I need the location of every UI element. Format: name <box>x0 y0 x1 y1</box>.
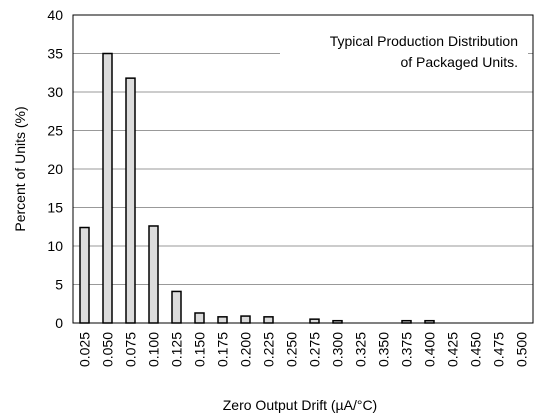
x-tick-label: 0.425 <box>445 332 461 367</box>
y-tick-label: 0 <box>55 315 63 331</box>
bar <box>240 315 251 324</box>
bar <box>171 290 182 324</box>
plot-frame <box>72 14 534 324</box>
y-axis-label: Percent of Units (%) <box>12 106 28 231</box>
x-tick-label: 0.325 <box>353 332 369 367</box>
x-tick-label: 0.400 <box>422 332 438 367</box>
bar <box>217 316 228 324</box>
y-tick-label: 40 <box>47 7 63 23</box>
x-tick-label: 0.450 <box>468 332 484 367</box>
x-tick-label: 0.025 <box>77 332 93 367</box>
bar <box>148 225 159 324</box>
annotation-background <box>280 28 528 74</box>
y-tick-label: 20 <box>47 161 63 177</box>
y-tick-label: 5 <box>55 277 63 293</box>
bar <box>102 52 113 324</box>
x-tick-label: 0.300 <box>330 332 346 367</box>
x-tick-label: 0.100 <box>146 332 162 367</box>
y-tick-label: 10 <box>47 238 63 254</box>
x-tick-label: 0.225 <box>261 332 277 367</box>
x-tick-label: 0.350 <box>376 332 392 367</box>
bar <box>79 226 90 324</box>
x-tick-label: 0.200 <box>238 332 254 367</box>
x-tick-label: 0.275 <box>307 332 323 367</box>
x-tick-label: 0.075 <box>123 332 139 367</box>
bar <box>263 316 274 324</box>
x-tick-label: 0.150 <box>192 332 208 367</box>
x-tick-label: 0.475 <box>491 332 507 367</box>
x-tick-label: 0.050 <box>100 332 116 367</box>
x-tick-label: 0.250 <box>284 332 300 367</box>
x-tick-label: 0.175 <box>215 332 231 367</box>
y-tick-label: 25 <box>47 123 63 139</box>
annotation: Typical Production Distribution <box>330 33 518 49</box>
x-tick-label: 0.500 <box>514 332 530 367</box>
bar <box>309 318 320 324</box>
y-tick-label: 30 <box>47 84 63 100</box>
bar <box>194 312 205 324</box>
annotation: of Packaged Units. <box>400 54 518 70</box>
x-tick-label: 0.125 <box>169 332 185 367</box>
x-axis-label: Zero Output Drift (µA/°C) <box>223 397 377 413</box>
y-tick-label: 15 <box>47 200 63 216</box>
y-tick-label: 35 <box>47 46 63 62</box>
bar <box>125 77 136 324</box>
x-tick-label: 0.375 <box>399 332 415 367</box>
